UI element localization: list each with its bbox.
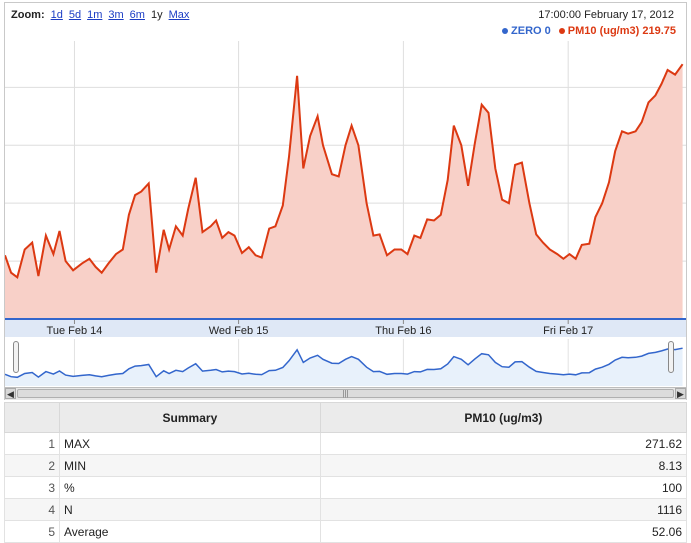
chart-panel: Zoom: 1d 5d 1m 3m 6m 1y Max 17:00:00 Feb… [4, 2, 687, 400]
zoom-max-link[interactable]: Max [168, 9, 190, 21]
row-label: MIN [59, 454, 321, 477]
table-row[interactable]: 5 Average 52.06 [4, 520, 688, 543]
navigator-line [5, 347, 683, 379]
zoom-1m-link[interactable]: 1m [87, 9, 103, 21]
scroll-right-arrow-icon[interactable]: ▶ [675, 388, 686, 399]
range-right-handle[interactable] [668, 341, 674, 373]
zoom-1d-link[interactable]: 1d [50, 9, 63, 21]
row-index: 4 [4, 498, 60, 521]
x-tick-label: Wed Feb 15 [209, 325, 269, 337]
table-header-summary[interactable]: Summary [59, 402, 321, 433]
row-label: Average [59, 520, 321, 543]
current-datetime: 17:00:00 February 17, 2012 [538, 9, 674, 21]
scroll-grip-icon: ||| [342, 389, 349, 398]
scroll-thumb[interactable]: ||| [17, 389, 674, 398]
row-value: 1116 [319, 498, 688, 521]
legend-pm10[interactable]: PM10 (ug/m3) 219.75 [558, 25, 676, 37]
table-row[interactable]: 3 % 100 [4, 476, 688, 499]
row-index: 1 [4, 432, 60, 455]
table-header-pm10[interactable]: PM10 (ug/m3) [319, 402, 688, 433]
pm10-line [5, 63, 684, 279]
x-tick-label: Tue Feb 14 [47, 325, 103, 337]
row-value: 52.06 [319, 520, 688, 543]
zoom-1y-link[interactable]: 1y [150, 9, 163, 21]
row-value: 100 [319, 476, 688, 499]
legend-zero[interactable]: ZERO 0 [502, 25, 551, 37]
table-row[interactable]: 1 MAX 271.62 [4, 432, 688, 455]
x-axis-band [5, 320, 686, 337]
row-label: MAX [59, 432, 321, 455]
x-tick-label: Thu Feb 16 [375, 325, 431, 337]
zoom-6m-link[interactable]: 6m [129, 9, 145, 21]
row-index: 5 [4, 520, 60, 543]
legend-zero-dot [502, 28, 509, 34]
table-header-index [4, 402, 60, 433]
scroll-left-arrow-icon[interactable]: ◀ [5, 388, 16, 399]
table-row[interactable]: 2 MIN 8.13 [4, 454, 688, 477]
zoom-bar: Zoom: 1d 5d 1m 3m 6m 1y Max [11, 9, 189, 21]
zoom-5d-link[interactable]: 5d [68, 9, 82, 21]
row-value: 271.62 [319, 432, 688, 455]
chart-legend: ZERO 0 PM10 (ug/m3) 219.75 [502, 25, 676, 37]
zoom-title: Zoom: [11, 9, 45, 21]
summary-table: Summary PM10 (ug/m3) 1 MAX 271.62 2 MIN … [4, 402, 688, 543]
row-value: 8.13 [319, 454, 688, 477]
table-row[interactable]: 4 N 1116 [4, 498, 688, 521]
table-header-row: Summary PM10 (ug/m3) [4, 402, 688, 433]
range-scrollbar[interactable]: ◀ ||| ▶ [5, 387, 686, 400]
row-index: 2 [4, 454, 60, 477]
row-label: N [59, 498, 321, 521]
legend-pm10-dot [558, 28, 565, 34]
row-label: % [59, 476, 321, 499]
navigator-area [5, 348, 683, 386]
x-tick-label: Fri Feb 17 [543, 325, 593, 337]
range-navigator[interactable] [5, 339, 686, 386]
legend-zero-label: ZERO 0 [511, 25, 551, 37]
pm10-area [5, 64, 683, 319]
row-index: 3 [4, 476, 60, 499]
zoom-3m-link[interactable]: 3m [108, 9, 124, 21]
range-left-handle[interactable] [13, 341, 19, 373]
legend-pm10-label: PM10 (ug/m3) 219.75 [567, 25, 676, 37]
